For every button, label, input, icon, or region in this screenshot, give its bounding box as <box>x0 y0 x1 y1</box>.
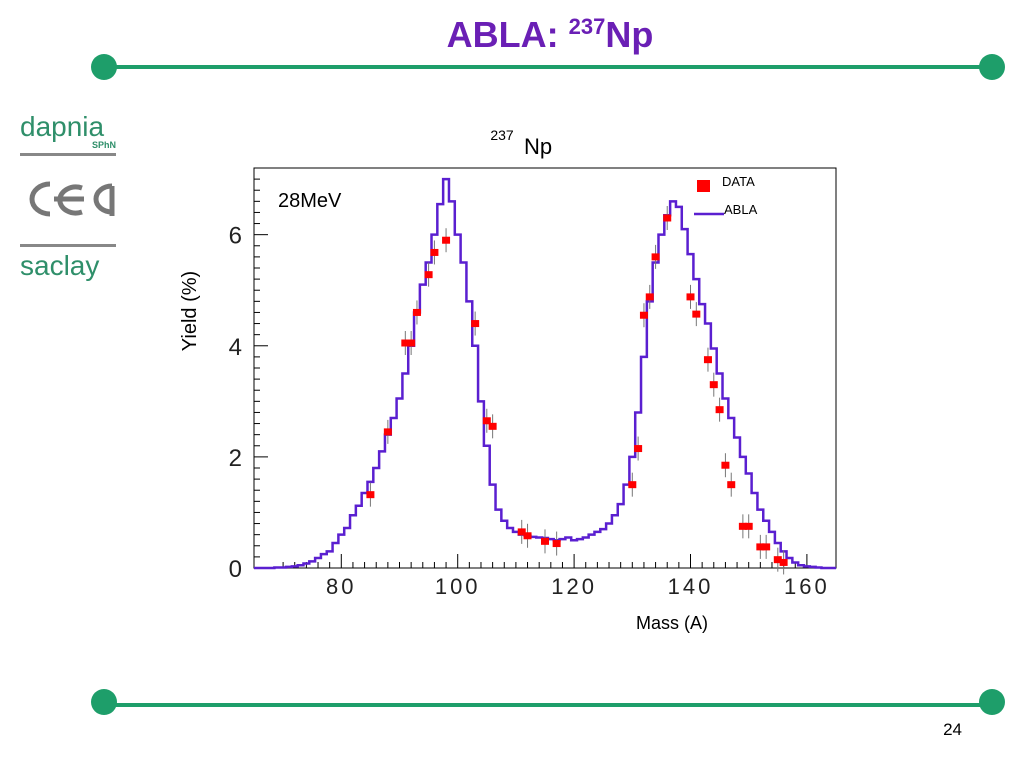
data-point <box>366 491 375 499</box>
bottom-divider-line <box>104 703 992 707</box>
data-point <box>651 253 660 261</box>
chart-title-mass-number: 237 <box>490 127 514 143</box>
page-number: 24 <box>943 720 962 739</box>
data-point <box>383 428 392 436</box>
y-tick-label: 0 <box>229 556 242 583</box>
slide-title-mass-number: 237 <box>568 14 606 39</box>
top-left-dot <box>91 54 117 80</box>
data-point <box>407 339 416 347</box>
slide-title: ABLA: 237Np <box>0 14 1024 56</box>
data-point <box>756 543 765 551</box>
data-point <box>715 406 724 414</box>
data-point <box>471 320 480 328</box>
data-point <box>517 528 526 536</box>
chart-title-symbol: Np <box>524 134 552 159</box>
bottom-left-dot <box>91 689 117 715</box>
x-tick-label: 100 <box>435 574 481 599</box>
data-point <box>552 540 561 548</box>
bottom-right-dot <box>979 689 1005 715</box>
data-point <box>686 293 695 301</box>
saclay-logo: saclay <box>20 244 120 281</box>
y-tick-label: 4 <box>229 334 242 361</box>
data-point <box>645 293 654 301</box>
cea-logo: cea <box>20 176 116 227</box>
data-point <box>773 556 782 564</box>
data-point <box>523 532 532 540</box>
data-point <box>541 537 549 545</box>
plot-frame <box>253 167 837 569</box>
data-point <box>488 422 497 430</box>
x-tick-label: 80 <box>326 574 356 599</box>
data-point <box>738 522 747 530</box>
data-point <box>482 417 491 425</box>
top-right-dot <box>979 54 1005 80</box>
y-axis-label: Yield (%) <box>179 271 201 351</box>
dapnia-logo-subtext: SPhN <box>91 140 116 150</box>
data-point <box>412 308 421 316</box>
x-tick-label: 140 <box>668 574 714 599</box>
data-point <box>762 543 771 551</box>
saclay-logo-overline <box>20 244 116 247</box>
slide-title-text: ABLA: <box>446 14 569 55</box>
data-point <box>709 381 718 389</box>
data-point <box>727 481 736 489</box>
legend-data-swatch <box>697 180 710 192</box>
data-point <box>628 481 637 489</box>
energy-annotation: 28MeV <box>278 190 342 212</box>
data-point <box>634 445 643 453</box>
data-point <box>663 214 672 222</box>
data-point <box>639 311 648 319</box>
data-point <box>721 461 730 469</box>
saclay-logo-text: saclay <box>20 250 100 281</box>
data-point <box>424 271 433 279</box>
data-point <box>430 248 439 256</box>
data-point <box>442 236 451 244</box>
y-tick-label: 6 <box>229 223 242 250</box>
x-tick-label: 160 <box>784 574 830 599</box>
x-tick-label: 120 <box>551 574 597 599</box>
legend-data-label: DATA <box>722 174 755 189</box>
cea-logo-mark <box>29 181 115 217</box>
plot-area: 80 100 120 140 160 0 2 4 6 <box>229 167 837 599</box>
dapnia-logo-underline <box>20 153 116 156</box>
data-point <box>692 310 701 318</box>
data-point <box>401 339 410 347</box>
legend-abla-label: ABLA <box>724 202 758 217</box>
slide-title-symbol: Np <box>605 14 654 55</box>
y-tick-label: 2 <box>229 445 242 472</box>
dapnia-logo: dapnia SPhN <box>20 112 120 156</box>
dapnia-logo-text: dapnia <box>20 111 105 142</box>
data-point <box>779 558 788 566</box>
top-divider-line <box>104 65 992 69</box>
x-axis-label: Mass (A) <box>636 613 708 633</box>
data-point <box>703 356 712 364</box>
data-point <box>744 522 753 530</box>
abla-series-line <box>254 177 836 570</box>
